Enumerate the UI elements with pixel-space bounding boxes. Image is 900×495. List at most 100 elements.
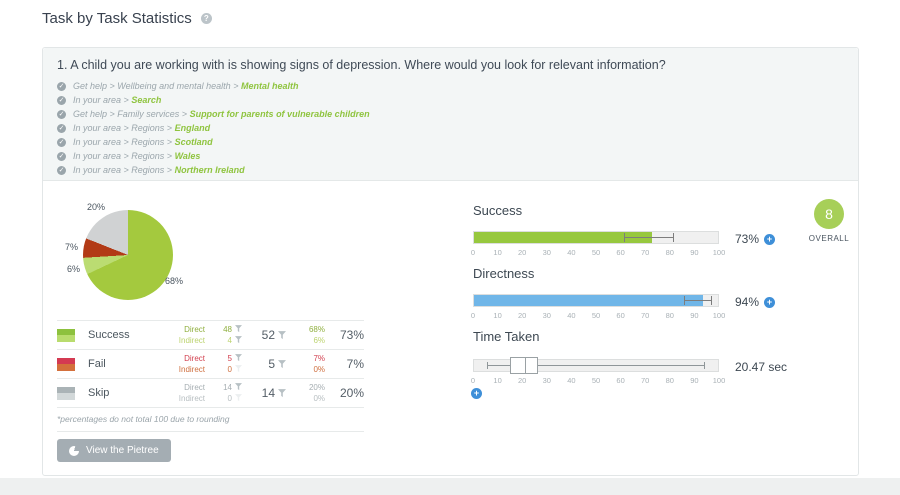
directness-value: 94% + [735, 295, 776, 309]
add-filter-icon[interactable]: + [764, 233, 776, 245]
directness-value-text: 94% [735, 295, 760, 309]
axis-tick-label: 0 [470, 311, 476, 320]
boxplot-whisker-line [486, 362, 706, 369]
task-header: 1. A child you are working with is showi… [43, 48, 858, 181]
time-taken-value-text: 20.47 sec [735, 360, 788, 374]
axis-tick-label: 90 [690, 248, 699, 257]
axis-tick-label: 100 [712, 248, 726, 257]
axis-tick-label: 30 [542, 311, 551, 320]
path-text: In your area > Search [73, 95, 161, 105]
axis-tick-label: 10 [493, 376, 502, 385]
indirect-label: Indirect [178, 336, 205, 345]
filter-icon[interactable] [235, 354, 242, 362]
axis-tick-label: 40 [567, 376, 576, 385]
correct-paths-list: ✓ Get help > Wellbeing and mental health… [57, 81, 844, 175]
total-count: 14 [242, 386, 286, 400]
filter-icon[interactable] [235, 383, 242, 391]
correct-path: ✓ Get help > Wellbeing and mental health… [57, 81, 844, 91]
correct-path: ✓ In your area > Search [57, 95, 844, 105]
path-destination: England [174, 123, 211, 133]
axis-tick-label: 20 [518, 248, 527, 257]
direct-indirect-counts: 14 0 [205, 382, 242, 404]
add-filter-icon[interactable]: + [471, 388, 482, 399]
axis-tick-label: 100 [712, 311, 726, 320]
filter-icon[interactable] [235, 336, 242, 344]
row-label: Skip [88, 387, 110, 399]
path-destination: Northern Ireland [174, 165, 245, 175]
path-destination: Search [131, 95, 162, 105]
filter-icon[interactable] [278, 331, 286, 340]
direct-indirect-percents: 7% 0% [286, 353, 325, 375]
pietree-icon [69, 445, 79, 456]
page-title-text: Task by Task Statistics [42, 10, 192, 27]
fail-swatch [57, 357, 75, 371]
indirect-percent: 0% [313, 394, 325, 403]
help-icon[interactable]: ? [200, 13, 212, 24]
results-table: Success Direct Indirect 48 4 52 68% 6% 7… [57, 320, 364, 432]
direct-indirect-percents: 20% 0% [286, 382, 325, 404]
skip-swatch [57, 386, 75, 400]
axis-tick-label: 20 [518, 311, 527, 320]
pie-label-fail: 7% [65, 242, 79, 252]
pie-chart [83, 210, 173, 300]
axis-tick-label: 70 [641, 376, 650, 385]
filter-icon[interactable] [278, 360, 286, 369]
directness-error-bar [683, 296, 712, 305]
direct-label: Direct [184, 354, 205, 363]
page-title: Task by Task Statistics ? [42, 10, 212, 27]
axis-tick-label: 50 [591, 376, 601, 385]
path-prefix: Get help > Family services > [73, 109, 188, 119]
path-prefix: In your area > [73, 95, 129, 105]
success-error-bar [624, 233, 675, 242]
total-count: 52 [242, 328, 286, 342]
direct-indirect-labels: Direct Indirect [155, 353, 205, 375]
table-row-fail: Fail Direct Indirect 5 0 5 7% 0% 7% [57, 349, 364, 378]
total-percent: 20% [339, 386, 364, 400]
direct-indirect-percents: 68% 6% [286, 324, 325, 346]
axis-tick-label: 80 [665, 376, 674, 385]
axis-tick-label: 0 [470, 376, 476, 385]
row-label: Success [88, 329, 130, 341]
table-footnote: *percentages do not total 100 due to rou… [57, 407, 364, 432]
axis-tick-label: 70 [641, 311, 650, 320]
pie-label-success-direct: 68% [165, 276, 184, 286]
path-text: In your area > Regions > Wales [73, 151, 200, 161]
path-text: In your area > Regions > Scotland [73, 137, 213, 147]
boxplot-box [509, 357, 539, 374]
direct-percent: 7% [313, 354, 325, 363]
table-row-skip: Skip Direct Indirect 14 0 14 20% 0% 20% [57, 378, 364, 407]
indirect-count: 0 [227, 365, 232, 374]
filter-icon[interactable] [235, 365, 242, 373]
axis-tick-label: 40 [567, 311, 576, 320]
time-taken-axis: 0 10 20 30 40 50 60 70 80 90 100 [470, 376, 725, 386]
filter-icon[interactable] [235, 325, 242, 333]
filter-icon[interactable] [235, 394, 242, 402]
correct-path: ✓ In your area > Regions > Scotland [57, 137, 844, 147]
path-prefix: In your area > Regions > [73, 165, 173, 175]
axis-tick-label: 30 [542, 248, 551, 257]
path-prefix: In your area > Regions > [73, 137, 173, 147]
direct-label: Direct [184, 383, 205, 392]
direct-indirect-labels: Direct Indirect [155, 382, 205, 404]
axis-tick-label: 40 [567, 248, 576, 257]
direct-count: 5 [227, 354, 232, 363]
correct-path: ✓ In your area > Regions > Wales [57, 151, 844, 161]
pie-label-success-indirect: 6% [67, 264, 81, 274]
time-taken-value: 20.47 sec [735, 360, 787, 374]
direct-percent: 20% [308, 383, 325, 392]
filter-icon[interactable] [278, 389, 286, 398]
path-text: Get help > Family services > Support for… [73, 109, 370, 119]
path-destination: Wales [174, 151, 201, 161]
path-text: Get help > Wellbeing and mental health >… [73, 81, 298, 91]
view-pietree-label: View the Pietree [86, 445, 159, 456]
axis-tick-label: 90 [690, 311, 699, 320]
direct-percent: 68% [308, 325, 325, 334]
view-pietree-button[interactable]: View the Pietree [57, 439, 171, 462]
direct-indirect-counts: 48 4 [205, 324, 242, 346]
success-bar-fill [474, 232, 653, 243]
path-destination: Support for parents of vulnerable childr… [189, 109, 370, 119]
axis-tick-label: 20 [518, 376, 527, 385]
add-filter-icon[interactable]: + [764, 296, 776, 308]
check-icon: ✓ [57, 109, 66, 119]
success-swatch [57, 328, 75, 342]
